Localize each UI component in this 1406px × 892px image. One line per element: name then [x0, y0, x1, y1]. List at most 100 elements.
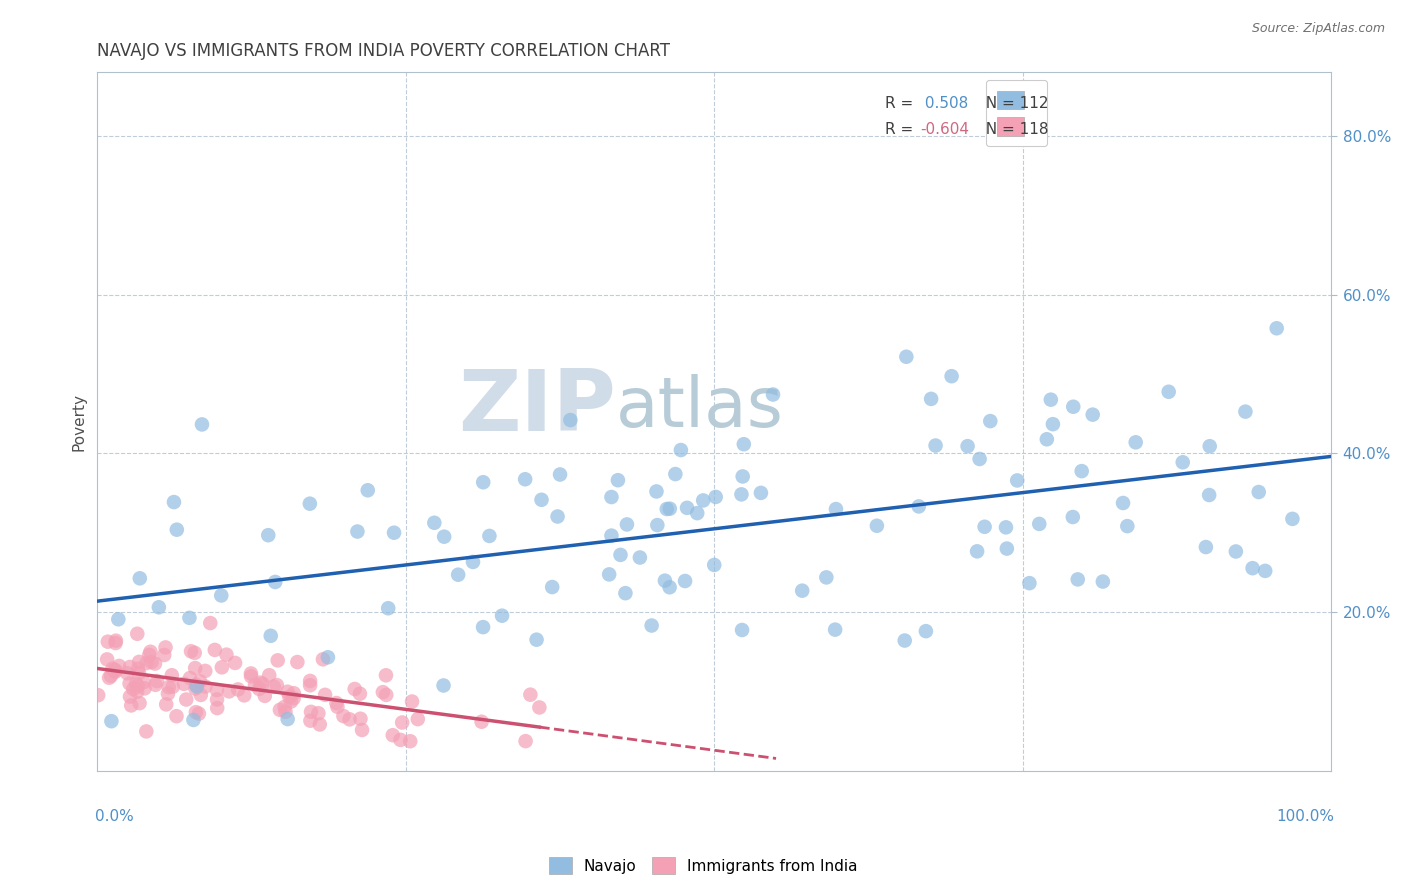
- Point: [1042, 417, 1064, 432]
- Point: [166, 709, 188, 723]
- Point: [267, 653, 290, 667]
- Point: [194, 680, 217, 694]
- Point: [132, 675, 155, 690]
- Point: [471, 714, 494, 729]
- Point: [541, 580, 564, 594]
- Point: [200, 616, 222, 631]
- Point: [907, 500, 929, 514]
- Point: [995, 541, 1018, 556]
- Point: [127, 662, 149, 676]
- Point: [240, 669, 263, 683]
- Point: [1157, 384, 1180, 399]
- Point: [184, 705, 207, 719]
- Point: [381, 728, 404, 742]
- Point: [299, 673, 322, 688]
- Point: [264, 574, 287, 589]
- Point: [118, 676, 141, 690]
- Point: [896, 350, 918, 364]
- Text: atlas: atlas: [616, 374, 783, 442]
- Point: [1247, 485, 1270, 500]
- Point: [273, 700, 295, 714]
- Point: [515, 472, 537, 486]
- Point: [519, 688, 541, 702]
- Point: [1039, 392, 1062, 407]
- Point: [526, 632, 548, 647]
- Point: [966, 544, 988, 558]
- Point: [1112, 496, 1135, 510]
- Point: [1036, 432, 1059, 446]
- Point: [515, 734, 537, 748]
- Point: [654, 574, 676, 588]
- Point: [423, 516, 446, 530]
- Point: [749, 486, 772, 500]
- Point: [1081, 408, 1104, 422]
- Point: [316, 650, 339, 665]
- Point: [1062, 400, 1084, 414]
- Point: [655, 502, 678, 516]
- Point: [134, 681, 156, 696]
- Text: 0.508: 0.508: [921, 96, 969, 112]
- Point: [98, 671, 121, 685]
- Point: [326, 699, 349, 714]
- Point: [704, 490, 727, 504]
- Text: N = 118: N = 118: [976, 122, 1049, 137]
- Point: [312, 652, 335, 666]
- Point: [187, 706, 209, 721]
- Point: [249, 675, 271, 690]
- Point: [547, 509, 569, 524]
- Point: [389, 732, 412, 747]
- Point: [283, 686, 305, 700]
- Point: [141, 655, 163, 669]
- Point: [247, 681, 270, 696]
- Point: [239, 666, 262, 681]
- Point: [104, 665, 127, 679]
- Point: [155, 640, 177, 655]
- Point: [224, 656, 246, 670]
- Point: [101, 662, 124, 676]
- Point: [628, 550, 651, 565]
- Point: [1005, 474, 1028, 488]
- Point: [762, 387, 785, 401]
- Point: [447, 567, 470, 582]
- Point: [103, 664, 125, 678]
- Point: [866, 518, 889, 533]
- Point: [686, 506, 709, 520]
- Point: [658, 580, 681, 594]
- Point: [377, 601, 399, 615]
- Point: [824, 623, 846, 637]
- Point: [186, 680, 208, 694]
- Point: [215, 648, 238, 662]
- Point: [647, 518, 669, 533]
- Point: [1062, 510, 1084, 524]
- Point: [433, 530, 456, 544]
- Point: [125, 676, 148, 690]
- Point: [375, 668, 398, 682]
- Point: [673, 574, 696, 588]
- Y-axis label: Poverty: Poverty: [72, 392, 86, 450]
- Point: [135, 656, 157, 670]
- Point: [190, 688, 212, 702]
- Point: [1116, 519, 1139, 533]
- Point: [148, 600, 170, 615]
- Point: [1225, 544, 1247, 558]
- Point: [325, 696, 347, 710]
- Point: [174, 692, 197, 706]
- Point: [731, 469, 754, 483]
- Point: [825, 502, 848, 516]
- Point: [1281, 512, 1303, 526]
- Point: [211, 660, 233, 674]
- Point: [257, 528, 280, 542]
- Point: [815, 570, 838, 584]
- Text: 100.0%: 100.0%: [1275, 809, 1334, 824]
- Point: [349, 687, 371, 701]
- Point: [156, 687, 179, 701]
- Point: [163, 495, 186, 509]
- Point: [307, 706, 329, 721]
- Point: [299, 714, 322, 728]
- Point: [299, 678, 322, 692]
- Point: [157, 680, 180, 694]
- Point: [155, 698, 177, 712]
- Point: [1028, 516, 1050, 531]
- Point: [120, 698, 142, 713]
- Point: [530, 492, 553, 507]
